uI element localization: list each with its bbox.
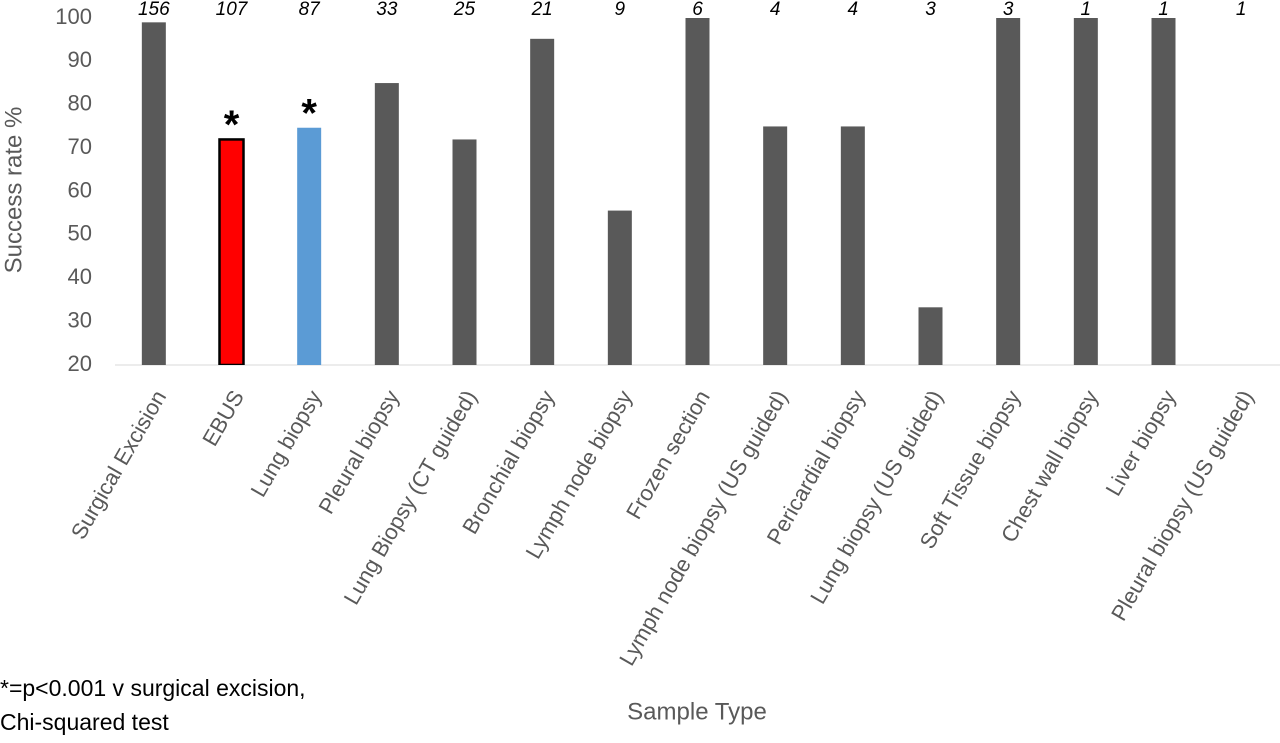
y-tick-label: 70 xyxy=(68,134,92,159)
bar xyxy=(218,138,245,365)
bar xyxy=(297,127,322,365)
bar xyxy=(685,18,710,365)
y-tick-label: 20 xyxy=(68,351,92,376)
significance-marker: * xyxy=(301,91,317,135)
count-label: 4 xyxy=(770,0,781,20)
count-label: 6 xyxy=(692,0,703,20)
count-label: 87 xyxy=(299,0,322,20)
x-tick-label: Pleural biopsy (US guided) xyxy=(1106,386,1259,625)
x-tick-label: Lung Biopsy (CT guided) xyxy=(339,386,482,609)
x-tick-label: Liver biopsy xyxy=(1101,386,1181,500)
x-axis-title: Sample Type xyxy=(627,698,767,725)
count-label: 1 xyxy=(1158,0,1169,20)
y-tick-label: 80 xyxy=(68,91,92,116)
bar xyxy=(374,83,399,365)
count-label: 156 xyxy=(138,0,170,20)
count-label: 21 xyxy=(531,0,553,20)
x-tick-label: Surgical Excision xyxy=(66,386,171,544)
count-label: 3 xyxy=(925,0,936,20)
y-tick-label: 50 xyxy=(68,221,92,246)
bar xyxy=(452,139,477,365)
bar xyxy=(918,307,943,365)
x-tick-label: Lung biopsy xyxy=(246,386,327,501)
bar xyxy=(996,18,1021,365)
x-tick-label: Pleural biopsy xyxy=(313,386,404,518)
y-axis-title: Success rate % xyxy=(0,107,27,274)
count-label: 1 xyxy=(1081,0,1092,20)
y-tick-label: 90 xyxy=(68,47,92,72)
x-tick-label: EBUS xyxy=(197,386,249,450)
y-tick-label: 100 xyxy=(55,4,92,29)
bar xyxy=(1151,18,1176,365)
count-label: 9 xyxy=(615,0,626,20)
bar xyxy=(607,210,632,365)
footnote: *=p<0.001 v surgical excision, xyxy=(0,675,306,701)
bar xyxy=(1073,18,1098,365)
count-label: 3 xyxy=(1003,0,1014,20)
footnote: Chi-squared test xyxy=(0,709,169,735)
count-label: 1 xyxy=(1236,0,1247,20)
count-label: 33 xyxy=(376,0,398,20)
count-label: 107 xyxy=(216,0,249,20)
x-tick-label: Frozen section xyxy=(621,386,715,523)
y-tick-label: 60 xyxy=(68,177,92,202)
bar xyxy=(141,22,166,365)
x-tick-label: Lung biopsy (US guided) xyxy=(805,386,948,608)
count-label: 25 xyxy=(453,0,476,20)
bar xyxy=(763,126,788,365)
significance-marker: * xyxy=(224,103,240,147)
count-label: 4 xyxy=(848,0,859,20)
bar xyxy=(530,38,555,365)
y-tick-label: 40 xyxy=(68,264,92,289)
y-tick-label: 30 xyxy=(68,307,92,332)
bar xyxy=(840,126,865,365)
